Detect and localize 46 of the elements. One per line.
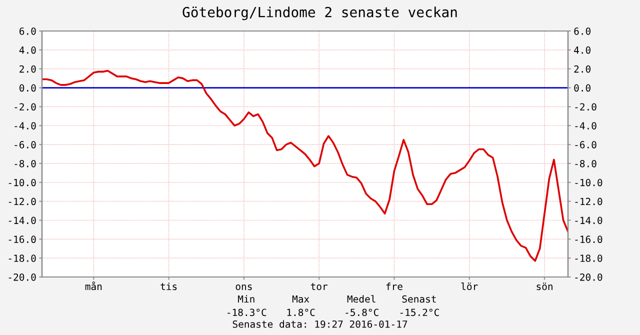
x-tick-label: tor	[310, 283, 328, 290]
y-tick-label: -14.0	[8, 216, 36, 224]
y-tick-label: -4.0	[14, 122, 36, 130]
y-tick-label: 4.0	[19, 46, 36, 54]
x-tick-label: sön	[536, 282, 552, 290]
x-tick-label: fre	[386, 282, 402, 290]
y-tick-label: -20.0	[8, 274, 36, 281]
line-series	[42, 70, 568, 262]
y-tick-label: -18.0	[8, 254, 36, 262]
y2-tick-label: -20.0	[575, 274, 602, 281]
y2-tick-label: 6.0	[574, 28, 590, 35]
y-tick-label: -8.0	[14, 160, 36, 168]
y2-tick-label: -14.0	[575, 216, 602, 224]
y2-tick-label: -6.0	[575, 141, 596, 148]
y2-tick-label: -12.0	[575, 198, 602, 206]
y-tick-label: -10.0	[8, 178, 36, 186]
y2-tick-label: 4.0	[574, 46, 590, 54]
text: Senast	[402, 295, 436, 303]
y-tick-label: -6.0	[14, 141, 36, 148]
y-tick-label: 6.0	[20, 28, 36, 35]
text: -15.2°C	[400, 308, 439, 316]
y-tick-label: -2.0	[14, 103, 36, 111]
y-tick-label: -16.0	[8, 236, 36, 244]
y2-tick-label: 2.0	[574, 65, 590, 73]
text: Senaste data: 19:27 2016-01-17	[232, 320, 408, 328]
text: Max	[292, 295, 310, 303]
y2-tick-label: -8.0	[575, 160, 596, 168]
y2-tick-label: -4.0	[575, 122, 596, 130]
y2-tick-label: -18.0	[575, 254, 602, 262]
chart-title: Göteborg/Lindome 2 senaste veckan	[182, 6, 457, 20]
x-tick-label: mån	[85, 281, 102, 290]
x-tick-label: lör	[461, 282, 478, 290]
y2-tick-label: -16.0	[575, 236, 602, 244]
text: 1.8°C	[287, 308, 315, 316]
text: Medel	[347, 295, 376, 303]
text: -18.3°C	[228, 308, 266, 316]
y-tick-label: 2.0	[20, 65, 36, 73]
y-tick-label: 0.0	[20, 84, 36, 92]
text: Min	[238, 295, 254, 303]
y2-tick-label: -10.0	[575, 178, 602, 186]
x-tick-label: tis	[160, 282, 177, 290]
y2-tick-label: -2.0	[575, 103, 596, 111]
y-tick-label: -12.0	[8, 198, 36, 206]
text: -5.8°C	[346, 308, 378, 316]
x-tick-label: ons	[236, 284, 252, 290]
y2-tick-label: 0.0	[574, 84, 590, 92]
